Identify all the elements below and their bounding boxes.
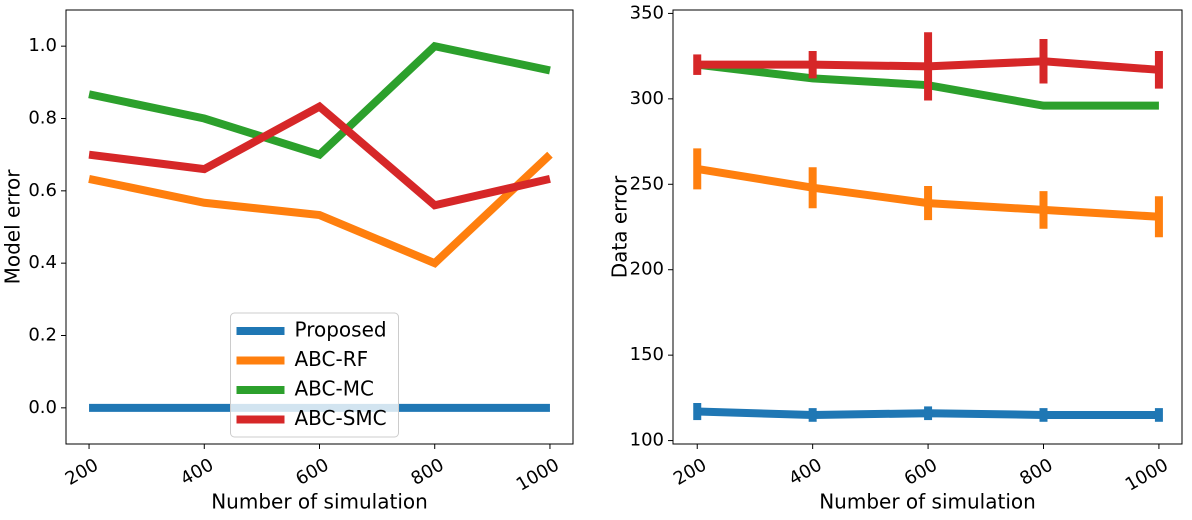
legend-label: ABC-MC xyxy=(295,377,374,401)
legend-box xyxy=(230,312,399,438)
series-line xyxy=(88,151,553,268)
x-tick-label: 1000 xyxy=(1122,454,1172,495)
y-tick-label: 200 xyxy=(630,259,664,280)
x-axis-label: Number of simulation xyxy=(819,490,1036,514)
y-tick-label: 150 xyxy=(630,344,664,365)
y-tick-label: 350 xyxy=(630,2,664,23)
y-axis-label: Data error xyxy=(608,175,632,278)
subplot: 100 150 200 250 300 350 200 400 600 800 1000 Number… xyxy=(608,2,1183,514)
legend: Proposed ABC-RF ABC-MC ABC-SMC xyxy=(230,312,399,438)
legend-label: ABC-RF xyxy=(295,347,369,371)
y-tick-label: 300 xyxy=(630,88,664,109)
y-tick-label: 0.6 xyxy=(28,180,57,201)
x-tick-label: 600 xyxy=(901,454,941,489)
plot-frame xyxy=(672,9,1183,445)
legend-label: Proposed xyxy=(295,318,387,342)
x-tick-label: 600 xyxy=(292,454,332,489)
y-tick-label: 100 xyxy=(630,430,664,451)
subplot: 0.0 0.2 0.4 0.6 0.8 1.0 200 400 600 800 1000 Number… xyxy=(1,9,574,514)
y-tick-label: 1.0 xyxy=(28,35,57,56)
legend-label: ABC-SMC xyxy=(295,406,387,430)
x-tick-label: 800 xyxy=(407,454,447,489)
x-tick-label: 400 xyxy=(785,454,825,489)
series-line xyxy=(88,101,551,210)
y-axis-label: Model error xyxy=(1,169,25,285)
y-tick-label: 0.4 xyxy=(28,252,57,273)
x-tick-label: 800 xyxy=(1016,454,1056,489)
y-tick-label: 0.8 xyxy=(28,108,57,129)
y-tick-label: 0.2 xyxy=(28,325,57,346)
x-axis-label: Number of simulation xyxy=(211,490,428,514)
x-tick-label: 1000 xyxy=(513,454,563,495)
y-tick-label: 0.0 xyxy=(28,397,57,418)
y-tick-label: 250 xyxy=(630,173,664,194)
x-tick-label: 400 xyxy=(177,454,217,489)
x-tick-label: 200 xyxy=(670,454,710,489)
series-line xyxy=(88,41,551,160)
x-tick-label: 200 xyxy=(62,454,102,489)
